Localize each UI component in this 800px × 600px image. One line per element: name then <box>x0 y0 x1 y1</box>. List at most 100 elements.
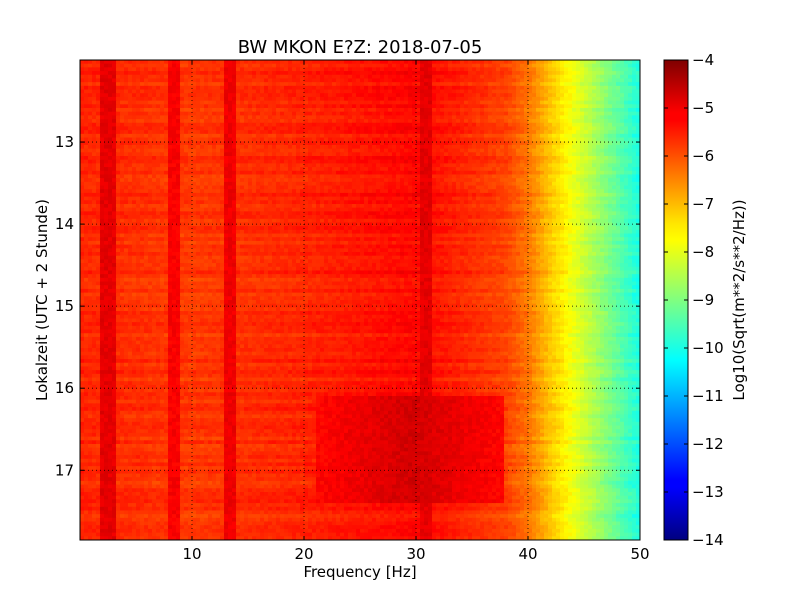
heatmap-cell <box>460 115 465 120</box>
heatmap-cell <box>156 167 161 172</box>
heatmap-cell <box>316 108 321 113</box>
heatmap-cell <box>412 152 417 157</box>
heatmap-cell <box>456 96 461 102</box>
heatmap-cell <box>292 89 297 94</box>
heatmap-cell <box>328 185 333 190</box>
heatmap-cell <box>80 185 85 190</box>
heatmap-cell <box>572 115 577 120</box>
heatmap-cell <box>400 104 405 109</box>
heatmap-cell <box>112 89 117 94</box>
heatmap-cell <box>192 167 197 172</box>
heatmap-cell <box>264 126 269 131</box>
heatmap-cell <box>392 60 397 65</box>
heatmap-cell <box>616 141 621 146</box>
heatmap-cell <box>144 163 149 168</box>
heatmap-cell <box>296 163 301 168</box>
heatmap-cell <box>332 96 337 102</box>
heatmap-cell <box>208 119 213 124</box>
heatmap-cell <box>556 85 561 91</box>
heatmap-cell <box>488 122 493 128</box>
heatmap-cell <box>228 71 233 76</box>
heatmap-cell <box>396 178 401 183</box>
heatmap-cell <box>568 67 573 72</box>
heatmap-cell <box>380 67 385 72</box>
heatmap-cell <box>200 85 205 91</box>
heatmap-cell <box>292 96 297 102</box>
heatmap-cell <box>132 159 137 164</box>
heatmap-cell <box>416 167 421 172</box>
heatmap-cell <box>468 85 473 91</box>
heatmap-cell <box>368 178 373 183</box>
heatmap-cell <box>396 152 401 157</box>
heatmap-cell <box>532 137 537 142</box>
heatmap-cell <box>248 67 253 72</box>
heatmap-cell <box>152 78 157 83</box>
heatmap-cell <box>428 133 433 139</box>
heatmap-cell <box>524 82 529 87</box>
heatmap-cell <box>112 133 117 139</box>
heatmap-cell <box>396 170 401 176</box>
heatmap-cell <box>392 144 397 150</box>
heatmap-cell <box>236 133 241 139</box>
heatmap-cell <box>356 137 361 142</box>
heatmap-cell <box>316 137 321 142</box>
heatmap-cell <box>172 89 177 94</box>
heatmap-cell <box>432 74 437 80</box>
heatmap-cell <box>228 144 233 150</box>
heatmap-cell <box>392 163 397 168</box>
heatmap-cell <box>508 167 513 172</box>
heatmap-cell <box>416 93 421 98</box>
heatmap-cell <box>588 82 593 87</box>
heatmap-cell <box>216 96 221 102</box>
heatmap-cell <box>472 181 477 187</box>
heatmap-cell <box>576 156 581 161</box>
heatmap-cell <box>204 93 209 98</box>
heatmap-cell <box>240 133 245 139</box>
heatmap-cell <box>432 67 437 72</box>
heatmap-cell <box>380 170 385 176</box>
heatmap-cell <box>516 108 521 113</box>
heatmap-cell <box>384 63 389 68</box>
heatmap-cell <box>160 156 165 161</box>
heatmap-cell <box>136 111 141 116</box>
heatmap-cell <box>196 178 201 183</box>
heatmap-cell <box>408 189 413 194</box>
heatmap-cell <box>324 89 329 94</box>
heatmap-cell <box>500 144 505 150</box>
heatmap-cell <box>372 156 377 161</box>
heatmap-cell <box>236 115 241 120</box>
heatmap-cell <box>436 178 441 183</box>
heatmap-cell <box>308 144 313 150</box>
heatmap-cell <box>384 148 389 153</box>
heatmap-cell <box>240 119 245 124</box>
heatmap-cell <box>452 82 457 87</box>
heatmap-cell <box>632 144 637 150</box>
heatmap-cell <box>388 115 393 120</box>
heatmap-cell <box>332 181 337 187</box>
heatmap-cell <box>448 71 453 76</box>
heatmap-cell <box>396 189 401 194</box>
heatmap-cell <box>496 104 501 109</box>
heatmap-cell <box>124 78 129 83</box>
heatmap-cell <box>588 126 593 131</box>
heatmap-cell <box>252 159 257 164</box>
heatmap-cell <box>184 82 189 87</box>
heatmap-cell <box>420 122 425 128</box>
heatmap-cell <box>404 159 409 164</box>
heatmap-cell <box>460 189 465 194</box>
heatmap-cell <box>108 152 113 157</box>
heatmap-cell <box>636 181 640 187</box>
heatmap-cell <box>488 89 493 94</box>
heatmap-cell <box>552 115 557 120</box>
heatmap-cell <box>180 189 185 194</box>
heatmap-cell <box>232 122 237 128</box>
heatmap-cell <box>240 152 245 157</box>
heatmap-cell <box>320 170 325 176</box>
heatmap-cell <box>456 60 461 65</box>
heatmap-cell <box>428 67 433 72</box>
heatmap-cell <box>172 170 177 176</box>
heatmap-cell <box>256 104 261 109</box>
heatmap-cell <box>464 96 469 102</box>
heatmap-cell <box>312 71 317 76</box>
heatmap-cell <box>316 74 321 80</box>
